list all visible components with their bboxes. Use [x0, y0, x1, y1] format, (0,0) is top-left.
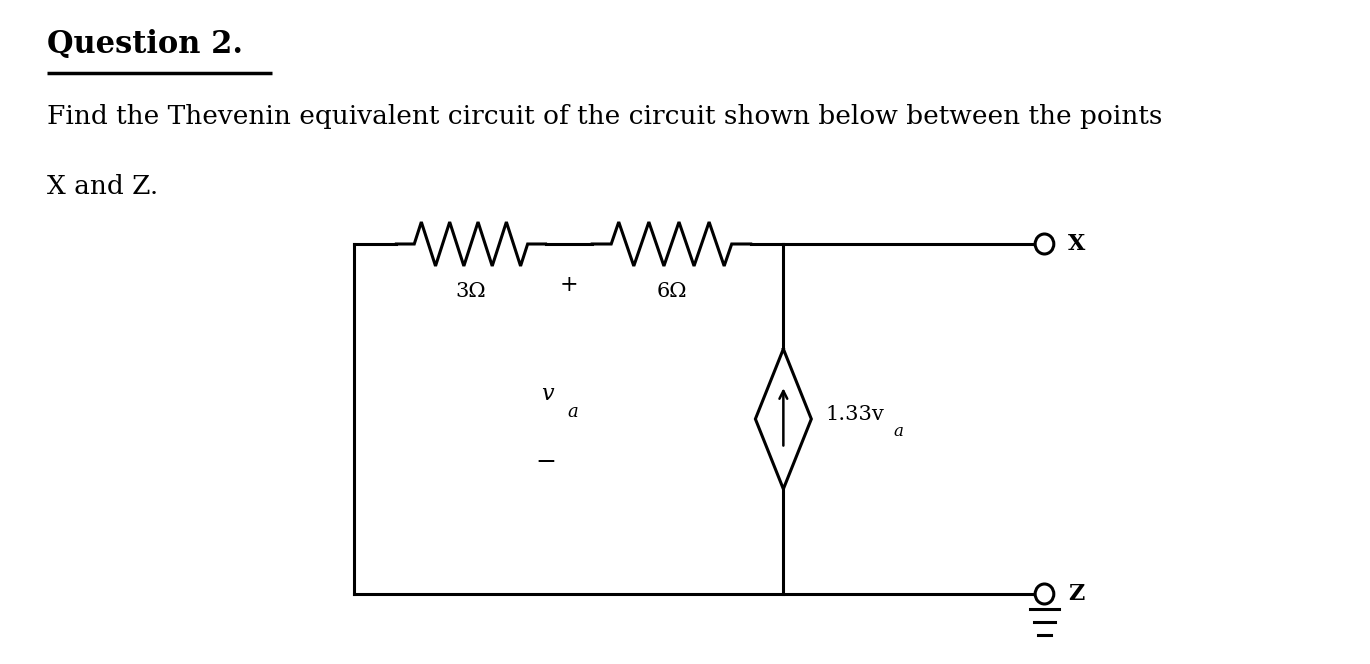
Text: 3Ω: 3Ω — [456, 282, 486, 301]
Text: Question 2.: Question 2. — [47, 29, 242, 60]
Text: a: a — [893, 424, 903, 440]
Circle shape — [1036, 234, 1054, 254]
Circle shape — [1036, 584, 1054, 604]
Text: 1.33v: 1.33v — [825, 404, 884, 424]
Text: a: a — [567, 403, 578, 421]
Text: X: X — [1067, 233, 1085, 255]
Text: Z: Z — [1067, 583, 1084, 605]
Text: −: − — [536, 450, 556, 473]
Text: Find the Thevenin equivalent circuit of the circuit shown below between the poin: Find the Thevenin equivalent circuit of … — [47, 104, 1162, 129]
Text: v: v — [541, 383, 553, 405]
Text: X and Z.: X and Z. — [47, 174, 158, 199]
Text: +: + — [559, 274, 578, 296]
Text: 6Ω: 6Ω — [656, 282, 686, 301]
